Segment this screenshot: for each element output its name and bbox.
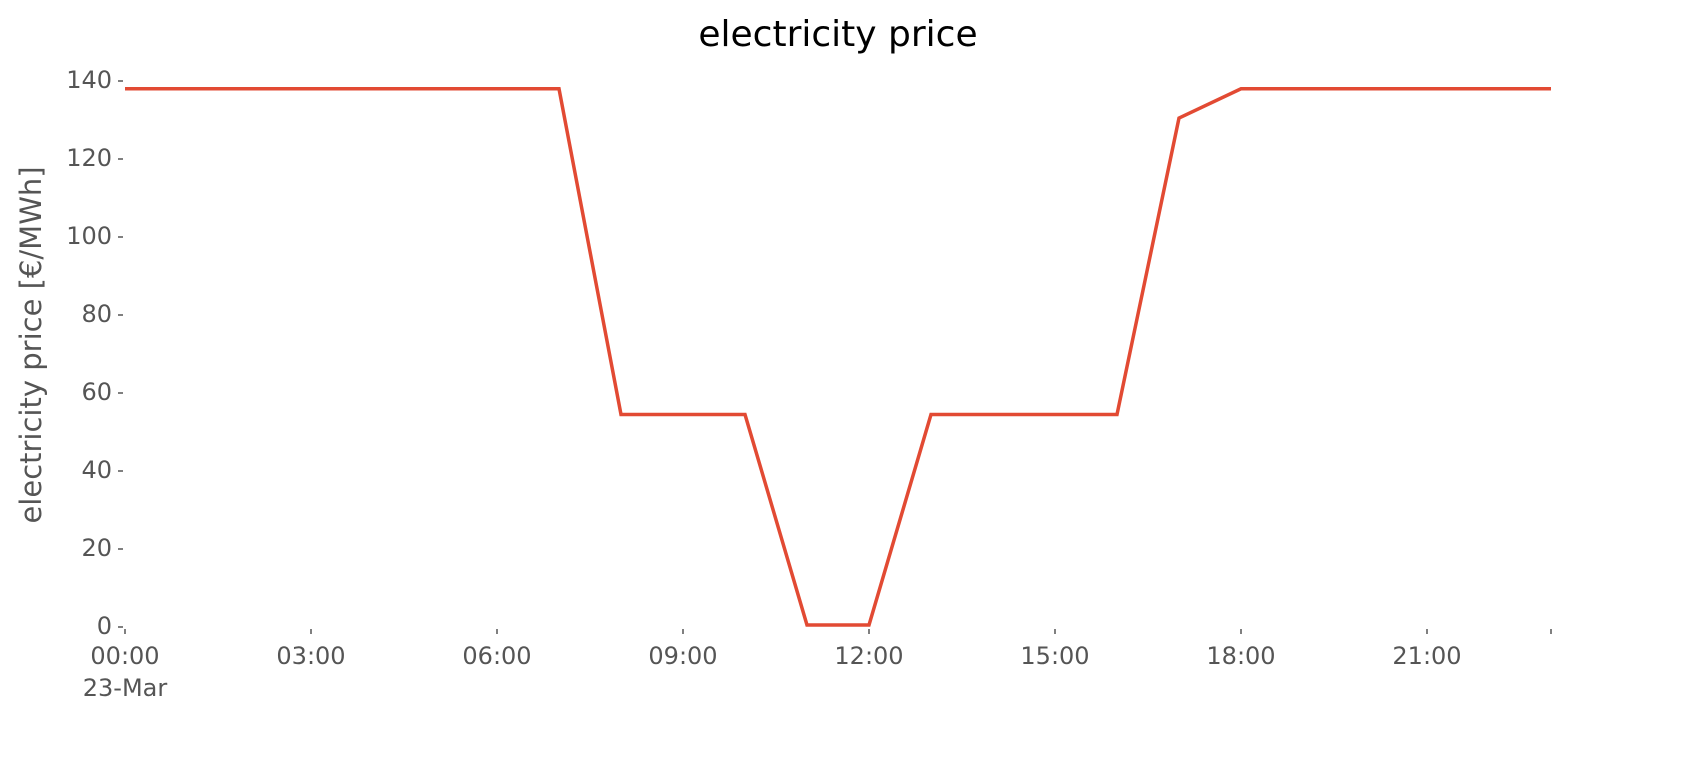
y-tick-label: 60 bbox=[81, 378, 112, 406]
y-tick-label: 120 bbox=[66, 144, 112, 172]
x-tick-label: 21:00 bbox=[1392, 642, 1461, 670]
x-tick-label: 06:00 bbox=[462, 642, 531, 670]
y-tick-label: 0 bbox=[97, 612, 112, 640]
y-tick-label: 80 bbox=[81, 300, 112, 328]
chart-title: electricity price bbox=[698, 14, 977, 55]
y-tick-label: 140 bbox=[66, 66, 112, 94]
y-axis-label: electricity price [€/MWh] bbox=[14, 166, 48, 523]
x-tick-label: 09:00 bbox=[648, 642, 717, 670]
y-tick-label: 40 bbox=[81, 456, 112, 484]
x-date-label: 23-Mar bbox=[83, 674, 168, 702]
x-tick-label: 18:00 bbox=[1206, 642, 1275, 670]
line bbox=[125, 87, 1551, 627]
y-tick-label: 20 bbox=[81, 534, 112, 562]
x-tick-label: 15:00 bbox=[1020, 642, 1089, 670]
x-tick-label: 12:00 bbox=[834, 642, 903, 670]
x-tick-label: 00:00 bbox=[90, 642, 159, 670]
y-tick-label: 100 bbox=[66, 222, 112, 250]
x-tick-label: 03:00 bbox=[276, 642, 345, 670]
